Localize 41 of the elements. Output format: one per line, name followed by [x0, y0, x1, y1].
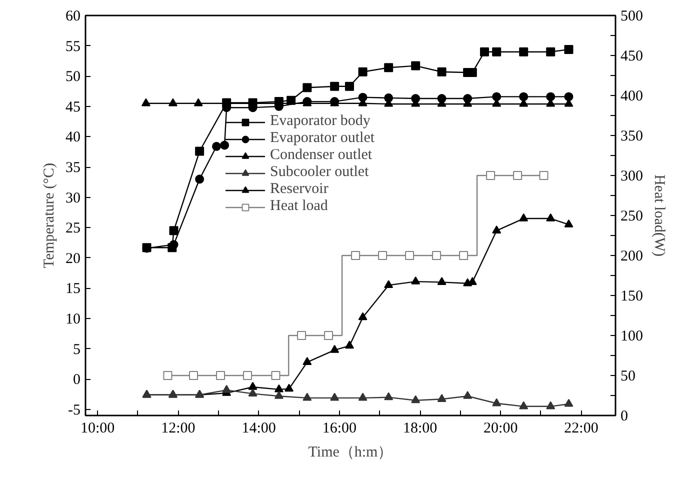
y2-tick-label: 200 — [620, 248, 643, 264]
y2-tick-label: 400 — [620, 88, 643, 104]
y-axis-title: Temperature (°C) — [42, 162, 58, 268]
x-axis-title: Time（h:m） — [308, 444, 393, 460]
y-tick-label: 45 — [66, 99, 80, 116]
y-tick-label: 0 — [73, 372, 80, 388]
x-tick-label: 14:00 — [242, 420, 276, 436]
legend-label: Reservoir — [270, 181, 328, 198]
y2-tick-label: 250 — [620, 208, 643, 224]
y-tick-label: 15 — [66, 281, 80, 298]
y2-tick-label: 300 — [620, 168, 643, 184]
y-tick-label: 5 — [73, 342, 80, 358]
y-tick-label: 40 — [66, 130, 80, 146]
y2-tick-label: 500 — [620, 8, 643, 24]
y2-axis-title: Heat load(W) — [651, 174, 667, 257]
y2-tick-label: 350 — [620, 128, 643, 144]
x-tick-label: 16:00 — [322, 420, 357, 436]
y2-tick-label: 450 — [620, 48, 643, 64]
legend-label: Evaporator outlet — [270, 130, 375, 147]
x-tick-label: 10:00 — [80, 420, 115, 436]
y2-tick-label: 150 — [620, 288, 643, 304]
y2-tick-label: 0 — [620, 408, 628, 424]
y-tick-label: 60 — [66, 8, 80, 24]
y-tick-label: 55 — [66, 38, 80, 55]
y-tick-label: 10 — [66, 312, 80, 328]
x-tick-label: 20:00 — [484, 420, 518, 436]
y-tick-label: 25 — [66, 220, 80, 237]
legend-label: Condenser outlet — [270, 147, 372, 164]
y-tick-label: 35 — [66, 160, 80, 176]
y-tick-label: -5 — [68, 402, 81, 418]
x-tick-label: 18:00 — [402, 420, 438, 436]
y-tick-label: 50 — [66, 69, 80, 86]
y-tick-label: 30 — [66, 190, 80, 206]
x-tick-label: 12:00 — [161, 420, 196, 436]
legend-label: Heat load — [270, 198, 328, 215]
x-tick-label: 22:00 — [564, 420, 598, 436]
y-tick-label: 20 — [66, 250, 80, 267]
y2-tick-label: 50 — [620, 368, 636, 384]
y2-tick-label: 100 — [620, 328, 643, 344]
legend-label: Subcooler outlet — [270, 164, 369, 181]
legend-label: Evaporator body — [270, 113, 370, 130]
